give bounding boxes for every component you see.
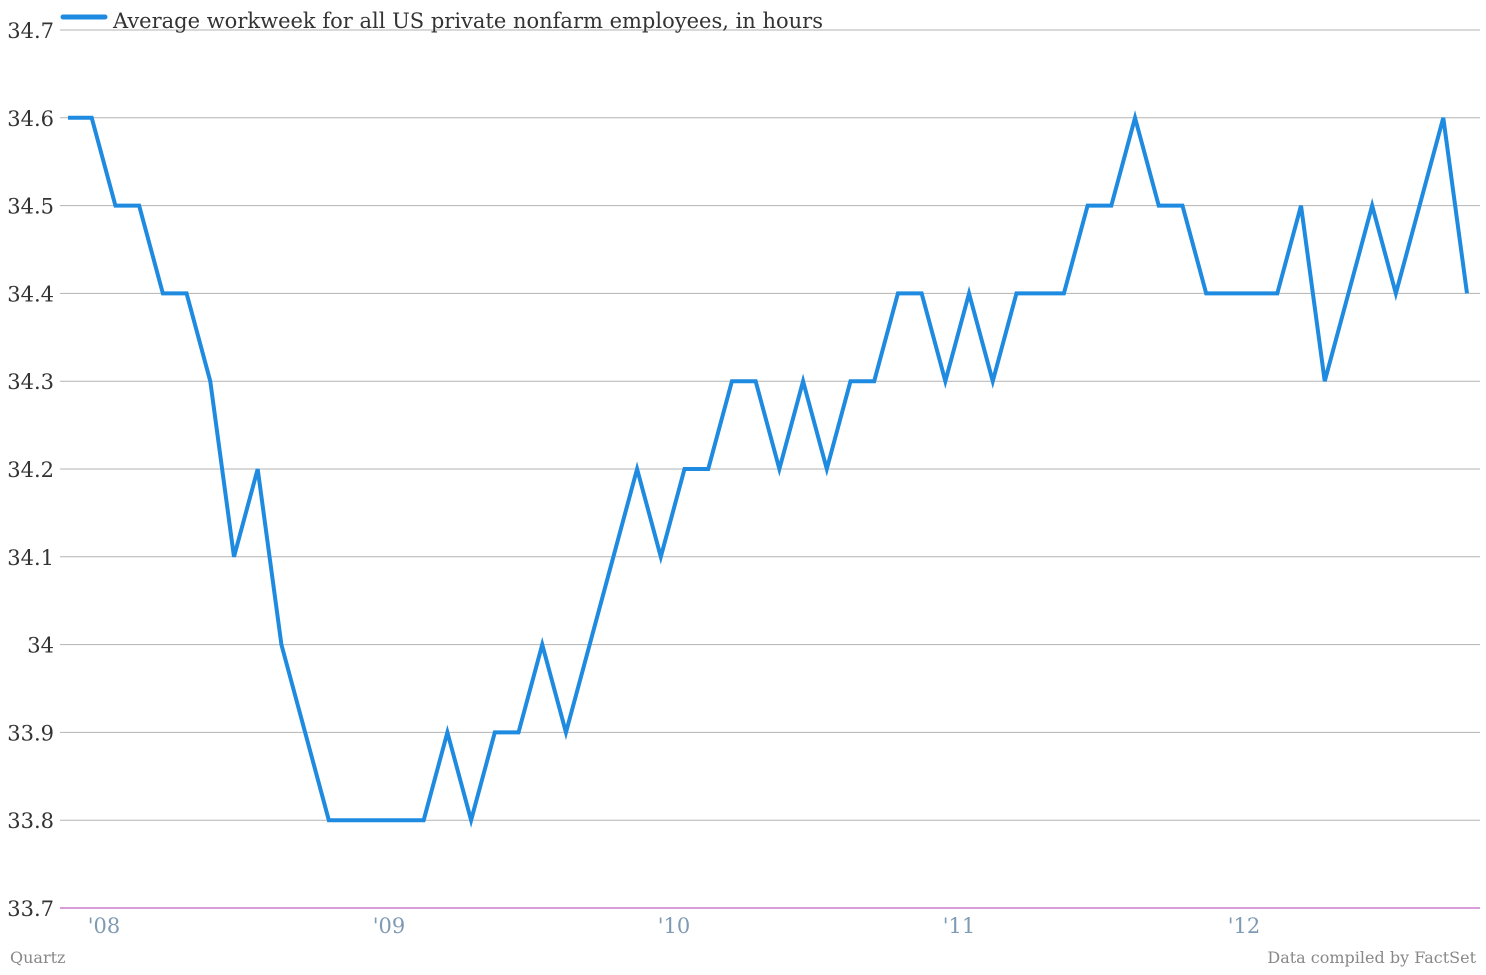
y-tick-label: 33.7 (7, 897, 54, 921)
y-tick-label: 33.8 (7, 809, 54, 833)
x-tick-label: '09 (373, 914, 406, 938)
y-tick-label: 33.9 (7, 721, 54, 745)
y-axis-ticks: 33.7 33.8 33.9 34 34.1 34.2 34.3 34.4 34.5 34.6 34… (7, 19, 54, 921)
legend: Average workweek for all US private nonf… (60, 9, 823, 33)
x-axis-ticks: '08 '09 '10 '11 '12 (88, 914, 1261, 938)
legend-label: Average workweek for all US private nonf… (112, 9, 823, 33)
x-tick-label: '11 (943, 914, 976, 938)
y-tick-label: 34.5 (7, 195, 54, 219)
series-lines (68, 110, 1469, 828)
source-right: Data compiled by FactSet (1267, 948, 1476, 967)
gridlines (60, 29, 1480, 909)
y-tick-label: 34.6 (7, 107, 54, 131)
series-line (68, 110, 1469, 828)
y-tick-label: 34.7 (7, 19, 54, 43)
y-tick-label: 34 (27, 634, 54, 658)
x-tick-label: '10 (658, 914, 691, 938)
y-tick-label: 34.4 (7, 282, 54, 306)
y-tick-label: 34.1 (7, 546, 54, 570)
y-tick-label: 34.3 (7, 370, 54, 394)
y-tick-label: 34.2 (7, 458, 54, 482)
x-tick-label: '12 (1228, 914, 1261, 938)
source-left: Quartz (10, 948, 65, 967)
x-tick-label: '08 (88, 914, 121, 938)
